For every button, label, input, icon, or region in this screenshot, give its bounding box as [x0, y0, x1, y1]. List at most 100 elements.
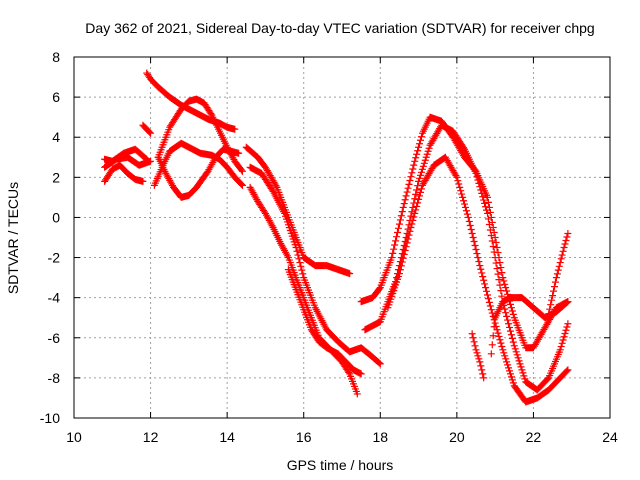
data-point [407, 223, 415, 231]
data-point [401, 247, 409, 255]
data-point [395, 270, 403, 278]
data-point [460, 197, 468, 205]
data-point [401, 196, 409, 204]
data-point [558, 339, 566, 347]
data-point [404, 184, 412, 192]
data-point [398, 208, 406, 216]
data-point [490, 248, 498, 256]
data-point [504, 316, 512, 324]
data-point [417, 185, 425, 193]
series-arc-d5 [545, 229, 572, 318]
series-arc-c4 [284, 266, 365, 378]
data-point [425, 144, 433, 152]
data-point [478, 189, 486, 197]
data-point [562, 237, 570, 245]
y-tick-label: -6 [48, 330, 61, 346]
data-point [458, 190, 466, 198]
data-point [474, 176, 482, 184]
data-point [483, 287, 491, 295]
data-point [413, 186, 421, 194]
series-arc-d3 [384, 153, 572, 406]
data-point [376, 360, 384, 368]
data-point [506, 327, 514, 335]
data-point [550, 283, 558, 291]
data-point [563, 323, 571, 331]
data-point [556, 259, 564, 267]
data-point [402, 192, 410, 200]
data-point [483, 291, 491, 299]
chart-title: Day 362 of 2021, Sidereal Day-to-day VTE… [85, 20, 594, 36]
data-point [495, 276, 503, 284]
data-point [238, 180, 245, 188]
data-point [295, 255, 303, 263]
data-point [479, 273, 487, 281]
data-point [412, 190, 420, 198]
data-point [238, 181, 246, 189]
data-point [416, 140, 424, 148]
data-point [510, 342, 518, 350]
data-point [548, 296, 556, 304]
data-point [397, 262, 405, 270]
y-tick-label: -10 [40, 410, 60, 426]
data-point [414, 199, 422, 207]
data-point [492, 259, 500, 267]
data-point [503, 358, 511, 366]
data-point [555, 262, 563, 270]
data-point [502, 309, 510, 317]
data-point [405, 231, 413, 239]
data-point [391, 241, 399, 249]
data-point [484, 198, 492, 206]
data-point [400, 250, 408, 258]
series-arc-c3 [246, 163, 384, 368]
data-point [502, 284, 510, 292]
data-point [553, 270, 561, 278]
data-point [559, 247, 567, 255]
data-point [480, 196, 488, 204]
data-point [491, 254, 499, 262]
data-point [478, 269, 486, 277]
data-point [394, 224, 402, 232]
data-point [481, 199, 489, 207]
x-tick-label: 24 [602, 429, 618, 445]
data-point [414, 147, 422, 155]
data-point [509, 310, 517, 318]
data-point [485, 220, 493, 228]
data-point [521, 375, 529, 383]
data-point [470, 238, 478, 246]
data-point [411, 209, 419, 217]
data-point [460, 144, 468, 152]
data-point [416, 192, 424, 200]
data-point [501, 305, 509, 313]
data-point [462, 207, 470, 215]
data-point [558, 251, 566, 259]
data-point [476, 262, 484, 270]
data-point [559, 336, 567, 344]
data-point [452, 172, 460, 180]
data-point [474, 352, 482, 360]
data-point [506, 323, 513, 331]
data-point [500, 349, 508, 357]
data-point [238, 166, 245, 174]
data-point [406, 177, 414, 185]
data-point [514, 354, 522, 362]
data-point [465, 217, 473, 225]
data-point [293, 247, 301, 255]
y-tick-label: -4 [48, 290, 61, 306]
data-point [477, 186, 485, 194]
data-point [400, 200, 408, 208]
data-point [476, 183, 484, 191]
data-point [506, 367, 513, 375]
series-arc-c2 [246, 183, 361, 398]
data-point [454, 177, 462, 185]
data-point [487, 231, 495, 239]
x-tick-label: 14 [219, 429, 235, 445]
data-point [557, 255, 565, 263]
series-arc-a3 [101, 153, 155, 171]
data-point [411, 157, 419, 165]
data-point [507, 331, 515, 339]
y-tick-label: 8 [52, 49, 60, 65]
plot-frame [73, 56, 611, 419]
data-point [470, 338, 478, 346]
data-point [207, 110, 215, 118]
